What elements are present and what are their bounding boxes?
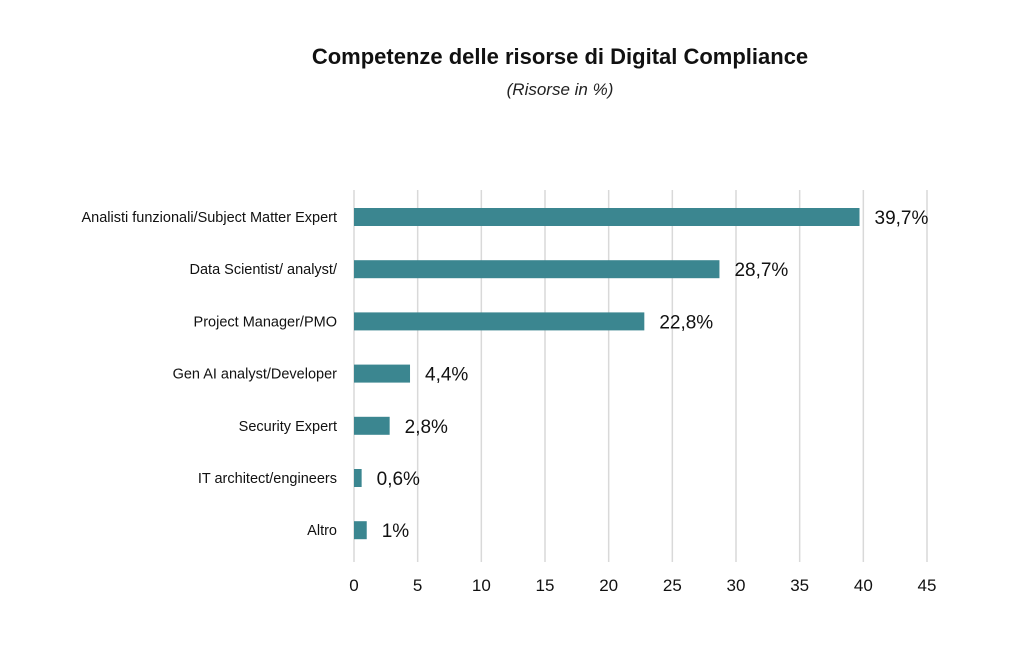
x-axis-ticks: 0 5 10 15 20 25 30 35 40 45 bbox=[349, 576, 936, 595]
bars bbox=[354, 208, 860, 540]
x-tick-label: 35 bbox=[790, 576, 809, 595]
x-tick-label: 10 bbox=[472, 576, 491, 595]
data-label: 2,8% bbox=[405, 417, 448, 438]
category-label: Gen AI analyst/Developer bbox=[173, 367, 338, 383]
data-label: 22,8% bbox=[659, 312, 713, 333]
bar bbox=[354, 260, 720, 279]
bar bbox=[354, 364, 411, 383]
bar bbox=[354, 521, 367, 540]
data-label: 1% bbox=[382, 521, 410, 542]
bar bbox=[354, 312, 645, 331]
category-label: Altro bbox=[307, 523, 337, 539]
bar bbox=[354, 416, 390, 435]
x-tick-label: 30 bbox=[727, 576, 746, 595]
data-label: 4,4% bbox=[425, 365, 468, 386]
category-label: Project Manager/PMO bbox=[194, 314, 337, 330]
chart-subtitle: (Risorse in %) bbox=[506, 80, 614, 99]
category-label: IT architect/engineers bbox=[198, 471, 337, 487]
category-label: Security Expert bbox=[239, 419, 337, 435]
x-tick-label: 40 bbox=[854, 576, 873, 595]
data-label: 39,7% bbox=[875, 208, 929, 229]
data-label: 28,7% bbox=[734, 260, 788, 281]
x-tick-label: 0 bbox=[349, 576, 358, 595]
category-label: Analisti funzionali/Subject Matter Exper… bbox=[82, 210, 338, 226]
x-tick-label: 25 bbox=[663, 576, 682, 595]
x-tick-label: 20 bbox=[599, 576, 618, 595]
bar bbox=[354, 469, 362, 487]
data-label: 0,6% bbox=[377, 469, 420, 490]
chart-title: Competenze delle risorse di Digital Comp… bbox=[311, 44, 809, 69]
bar bbox=[354, 208, 860, 226]
x-tick-label: 15 bbox=[536, 576, 555, 595]
labels: Analisti funzionali/Subject Matter Exper… bbox=[82, 208, 929, 542]
x-tick-label: 5 bbox=[413, 576, 422, 595]
x-tick-label: 45 bbox=[918, 576, 937, 595]
category-label: Data Scientist/ analyst/ bbox=[190, 262, 338, 278]
